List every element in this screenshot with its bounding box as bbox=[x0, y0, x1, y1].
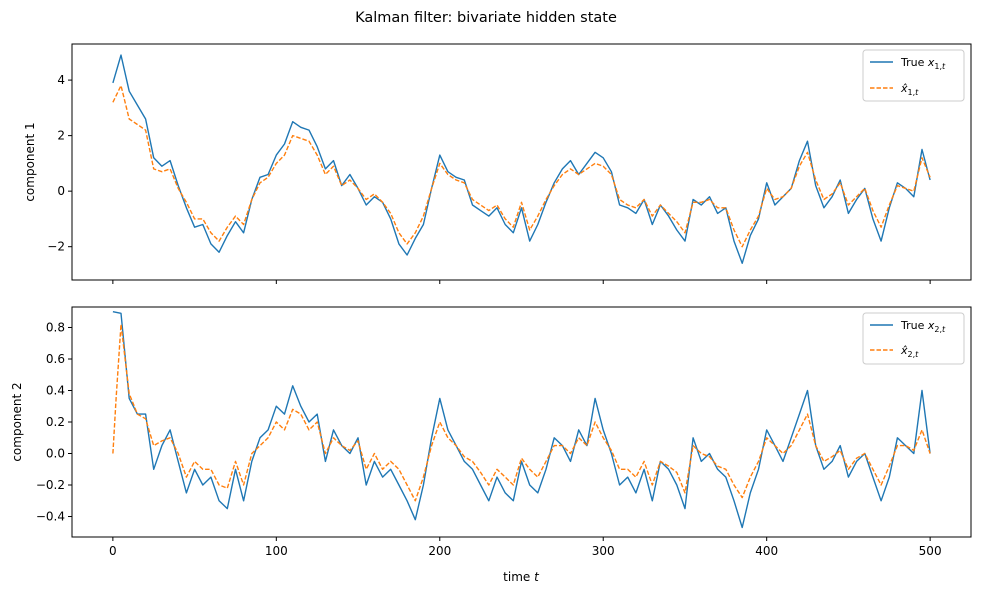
figure-title: Kalman filter: bivariate hidden state bbox=[355, 10, 617, 26]
y-axis-label: component 2 bbox=[10, 382, 24, 461]
y-tick-label: 0.8 bbox=[46, 320, 65, 334]
y-tick-label: −0.4 bbox=[36, 510, 65, 524]
legend: True x2,t x̂2,t bbox=[862, 312, 965, 365]
y-tick-label: 0.2 bbox=[46, 415, 65, 429]
x-tick-label: 500 bbox=[919, 544, 942, 558]
y-tick-label: −2 bbox=[47, 240, 65, 254]
legend: True x1,t x̂1,t bbox=[862, 49, 965, 102]
series-line-estimate bbox=[112, 84, 931, 248]
y-tick-label: 0 bbox=[57, 184, 65, 198]
y-axis-label: component 1 bbox=[23, 122, 37, 201]
x-tick-label: 400 bbox=[755, 544, 778, 558]
x-tick-label: 100 bbox=[265, 544, 288, 558]
y-tick-label: 0.4 bbox=[46, 383, 65, 397]
legend-label-estimate: x̂1,t bbox=[900, 82, 919, 97]
axes-frame bbox=[71, 43, 972, 281]
series-line-true bbox=[112, 311, 931, 529]
axes-component-2: 0 100 200 300 400 500−0.4−0.20.00.20.40.60.8 … bbox=[10, 306, 972, 558]
x-tick-label: 0 bbox=[109, 544, 117, 558]
series-line-true bbox=[112, 54, 931, 264]
x-axis-label: time t bbox=[503, 570, 540, 584]
legend-label-estimate: x̂2,t bbox=[900, 344, 919, 359]
y-tick-label: −0.2 bbox=[36, 478, 65, 492]
y-tick-label: 0.6 bbox=[46, 352, 65, 366]
y-tick-label: 4 bbox=[57, 73, 65, 87]
axes-frame bbox=[71, 306, 972, 538]
x-tick-label: 300 bbox=[592, 544, 615, 558]
axes-component-1: −2 0 2 4 component 1 True x1,t x̂1,t bbox=[23, 43, 972, 284]
x-tick-label: 200 bbox=[428, 544, 451, 558]
y-tick-label: 2 bbox=[57, 129, 65, 143]
series-line-estimate bbox=[112, 323, 931, 502]
y-tick-label: 0.0 bbox=[46, 447, 65, 461]
